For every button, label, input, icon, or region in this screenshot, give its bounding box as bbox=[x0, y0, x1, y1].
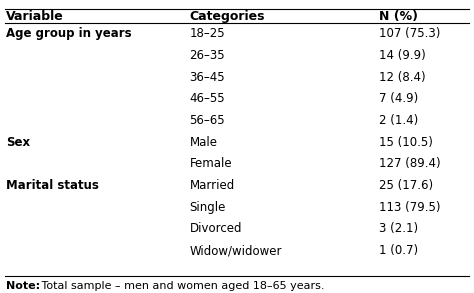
Text: Total sample – men and women aged 18–65 years.: Total sample – men and women aged 18–65 … bbox=[38, 281, 324, 291]
Text: 7 (4.9): 7 (4.9) bbox=[379, 92, 419, 105]
Text: Variable: Variable bbox=[6, 10, 64, 23]
Text: Female: Female bbox=[190, 157, 232, 170]
Text: Divorced: Divorced bbox=[190, 222, 242, 235]
Text: 2 (1.4): 2 (1.4) bbox=[379, 114, 419, 127]
Text: Male: Male bbox=[190, 136, 218, 149]
Text: Widow/widower: Widow/widower bbox=[190, 244, 282, 257]
Text: 113 (79.5): 113 (79.5) bbox=[379, 201, 441, 214]
Text: Note:: Note: bbox=[6, 281, 40, 291]
Text: Married: Married bbox=[190, 179, 235, 192]
Text: Categories: Categories bbox=[190, 10, 265, 23]
Text: 14 (9.9): 14 (9.9) bbox=[379, 49, 426, 62]
Text: 18–25: 18–25 bbox=[190, 27, 225, 40]
Text: N (%): N (%) bbox=[379, 10, 418, 23]
Text: 107 (75.3): 107 (75.3) bbox=[379, 27, 440, 40]
Text: 56–65: 56–65 bbox=[190, 114, 225, 127]
Text: 15 (10.5): 15 (10.5) bbox=[379, 136, 433, 149]
Text: 36–45: 36–45 bbox=[190, 71, 225, 84]
Text: 46–55: 46–55 bbox=[190, 92, 225, 105]
Text: Sex: Sex bbox=[6, 136, 30, 149]
Text: 3 (2.1): 3 (2.1) bbox=[379, 222, 419, 235]
Text: 25 (17.6): 25 (17.6) bbox=[379, 179, 433, 192]
Text: Single: Single bbox=[190, 201, 226, 214]
Text: 1 (0.7): 1 (0.7) bbox=[379, 244, 419, 257]
Text: Marital status: Marital status bbox=[6, 179, 99, 192]
Text: 12 (8.4): 12 (8.4) bbox=[379, 71, 426, 84]
Text: 127 (89.4): 127 (89.4) bbox=[379, 157, 441, 170]
Text: 26–35: 26–35 bbox=[190, 49, 225, 62]
Text: Age group in years: Age group in years bbox=[6, 27, 131, 40]
